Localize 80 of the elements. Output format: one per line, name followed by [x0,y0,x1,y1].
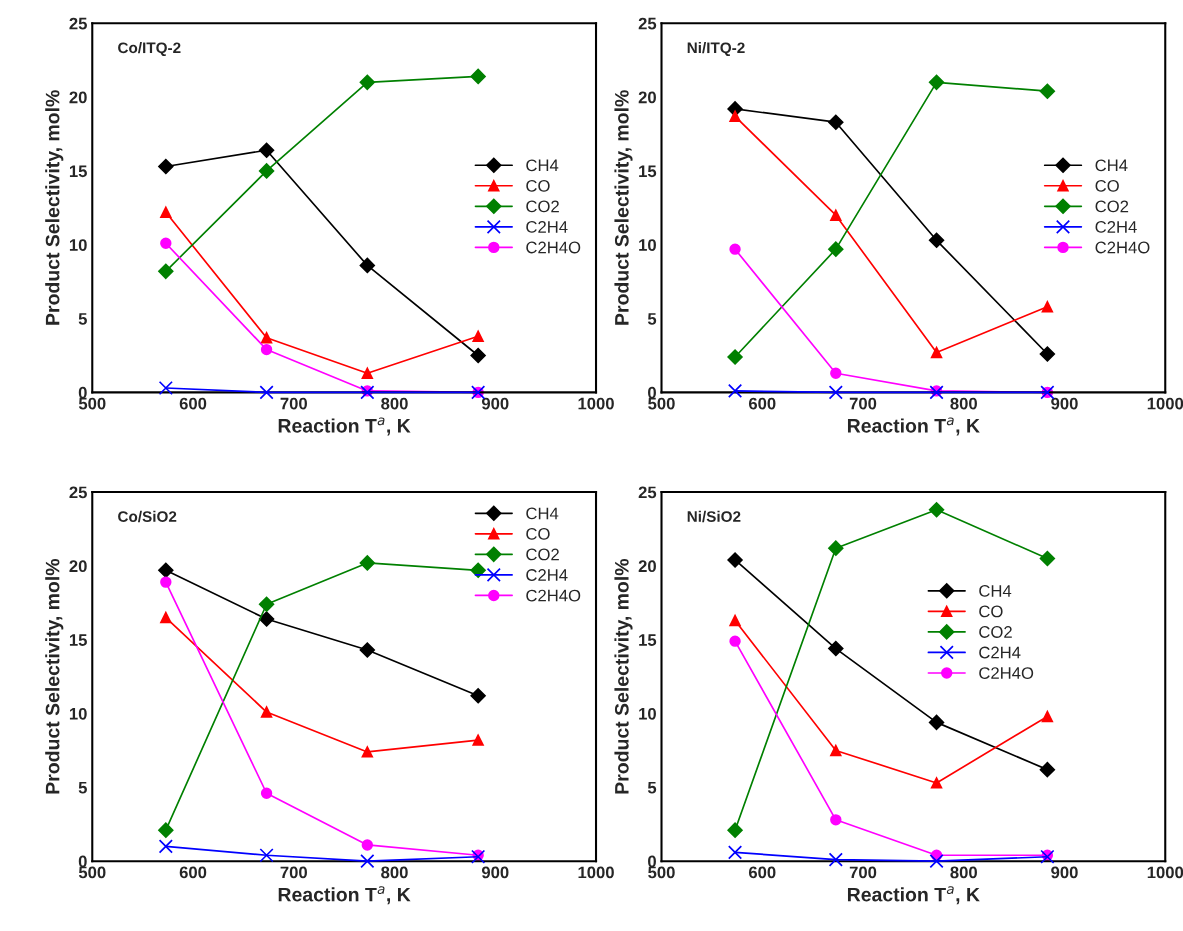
x-tick-label: 900 [1051,866,1078,879]
legend-label: CO [526,528,550,540]
x-tick-label: 600 [748,397,776,410]
legend-label: C2H4O [526,589,581,602]
x-tick-label: 700 [280,397,307,410]
legend-label: CH4 [979,585,1012,597]
y-tick-label: 25 [638,17,657,30]
x-tick-label: 1000 [578,397,614,410]
y-tick-label: 20 [638,91,656,104]
y-tick-label: 5 [647,781,657,794]
legend-label: CH4 [526,159,559,172]
text: Co/ITQ-2 [118,41,181,57]
x-axis-title: Reaction T$^{a}$, K [847,417,980,436]
y-axis-title: Product Selectivity, mol% [614,90,633,325]
text: Ni/ITQ-2 [687,41,745,57]
y-axis-title: Product Selectivity, mol% [45,558,64,794]
legend-label: CH4 [526,507,559,520]
legend-label: CO [1095,179,1119,192]
legend-label: CO2 [526,200,559,213]
x-axis-title: Reaction T$^{a}$, K [278,886,411,905]
text: Co/SiO2 [118,510,177,523]
x-tick-label: 900 [481,397,509,410]
legend-label: CH4 [1095,159,1128,172]
x-tick-label: 800 [950,866,977,879]
y-tick-label: 10 [639,239,656,251]
y-tick-label: 25 [69,486,87,499]
y-tick-label: 5 [78,781,87,794]
y-tick-label: 15 [69,165,87,178]
y-tick-label: 5 [647,313,657,325]
y-tick-label: 25 [69,17,87,30]
y-tick-label: 20 [69,560,87,573]
text: Ni/SiO2 [687,510,741,523]
legend-label: C2H4 [526,221,568,233]
y-tick-label: 0 [78,855,87,868]
y-tick-label: 20 [69,91,87,104]
x-tick-label: 1000 [578,866,614,879]
legend-label: C2H4 [1095,221,1137,233]
x-tick-label: 700 [280,866,307,879]
legend-label: C2H4O [979,667,1034,679]
x-tick-label: 900 [1051,397,1078,410]
y-tick-label: 15 [69,634,87,646]
x-tick-label: 600 [179,397,207,410]
y-axis-title: Product Selectivity, mol% [614,558,633,794]
legend-label: CO2 [526,548,559,561]
legend-label: C2H4 [979,646,1021,659]
y-tick-label: 25 [638,486,657,499]
y-tick-label: 0 [648,855,656,868]
legend-label: CO2 [979,626,1012,638]
y-tick-label: 15 [639,634,657,646]
legend-label: CO2 [1095,200,1129,213]
x-axis-title: Reaction T$^{a}$, K [847,886,980,905]
y-tick-label: 10 [69,707,87,720]
y-tick-label: 10 [69,239,87,251]
legend-label: CO [526,179,550,192]
legend-label: C2H4O [526,241,581,254]
y-tick-label: 15 [639,165,657,178]
x-tick-label: 700 [849,397,877,410]
x-axis-title: Reaction T$^{a}$, K [278,417,411,436]
y-axis-title: Product Selectivity, mol% [45,90,64,325]
x-tick-label: 800 [381,397,408,410]
legend-label: C2H4 [526,569,568,581]
y-tick-label: 10 [639,707,656,720]
x-tick-label: 500 [78,866,106,879]
x-tick-label: 800 [381,866,408,879]
y-tick-label: 20 [638,560,656,573]
legend-label: C2H4O [1095,241,1150,254]
x-tick-label: 700 [849,866,877,879]
x-tick-label: 500 [648,397,675,410]
x-tick-label: 600 [748,866,776,879]
x-tick-label: 600 [179,866,207,879]
x-tick-label: 1000 [1147,397,1183,410]
y-tick-label: 0 [648,386,656,399]
x-tick-label: 500 [78,397,106,410]
x-tick-label: 1000 [1147,866,1183,879]
y-tick-label: 5 [78,313,87,325]
legend-label: CO [979,605,1003,618]
x-tick-label: 800 [950,397,977,410]
x-tick-label: 500 [648,866,675,879]
x-tick-label: 900 [481,866,509,879]
y-tick-label: 0 [78,386,87,399]
